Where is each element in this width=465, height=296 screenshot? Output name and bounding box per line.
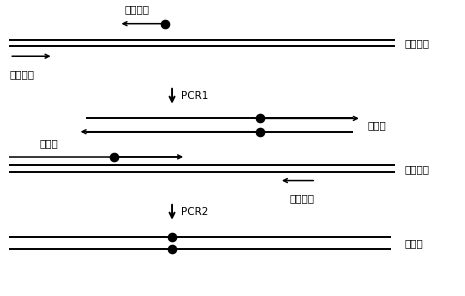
Point bbox=[110, 155, 118, 159]
Point bbox=[257, 116, 264, 121]
Text: 下游引物: 下游引物 bbox=[290, 193, 315, 203]
Text: PCR1: PCR1 bbox=[181, 91, 209, 101]
Text: 大引物: 大引物 bbox=[367, 120, 386, 130]
Text: 上游引物: 上游引物 bbox=[9, 70, 34, 80]
Point bbox=[168, 247, 176, 252]
Text: PCR2: PCR2 bbox=[181, 207, 209, 217]
Text: 突变体: 突变体 bbox=[405, 238, 423, 248]
Text: 原始模板: 原始模板 bbox=[405, 164, 430, 174]
Point bbox=[161, 21, 169, 26]
Point bbox=[168, 234, 176, 239]
Text: 大引物: 大引物 bbox=[40, 139, 58, 149]
Text: 原始模板: 原始模板 bbox=[405, 38, 430, 48]
Text: 突变引物: 突变引物 bbox=[125, 4, 150, 15]
Point bbox=[257, 129, 264, 134]
